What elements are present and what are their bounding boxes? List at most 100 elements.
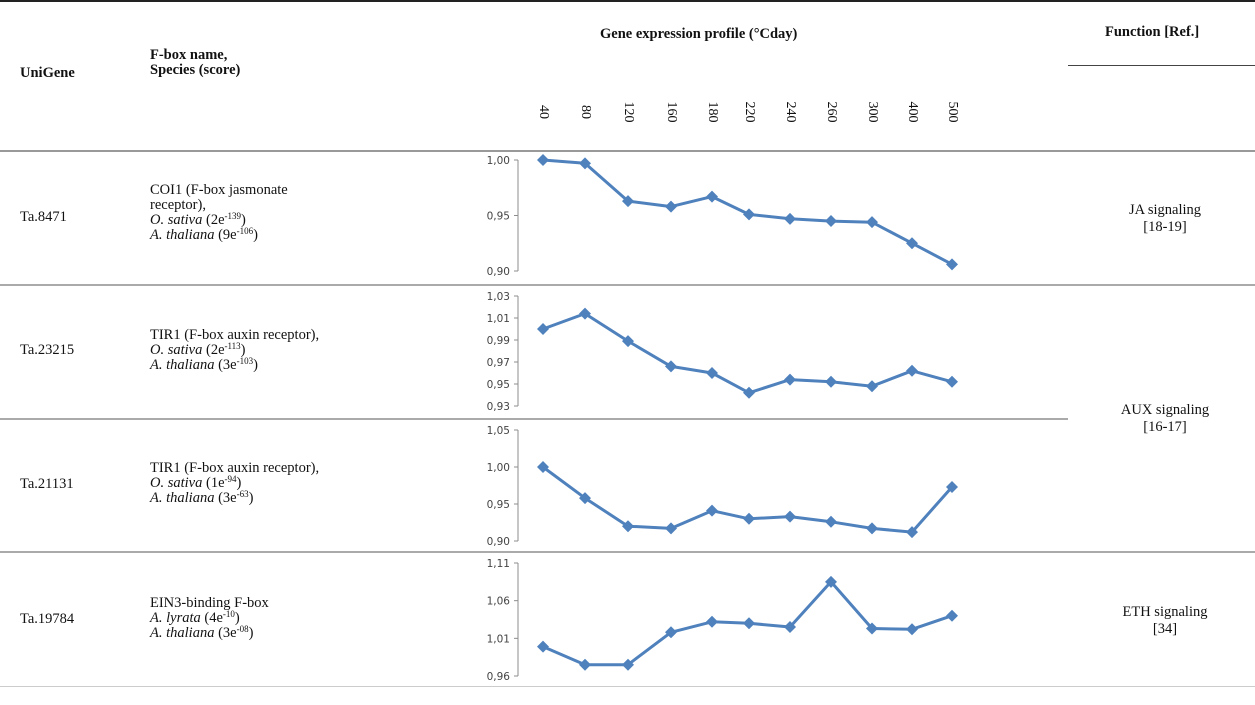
data-point: [866, 216, 878, 229]
y-tick-label: 0,95: [487, 499, 510, 511]
y-tick-label: 1,11: [487, 558, 510, 570]
data-point: [665, 360, 677, 373]
row2-rule: [0, 418, 1068, 420]
unigene-id: Ta.21131: [20, 476, 74, 492]
data-point: [537, 640, 549, 653]
function-label: ETH signaling: [1122, 604, 1208, 620]
y-tick-label: 0,99: [487, 335, 510, 347]
function-ref: [34]: [1152, 621, 1178, 637]
unigene-id: Ta.23215: [20, 342, 75, 358]
data-point: [946, 258, 958, 271]
data-point: [866, 522, 878, 535]
header-rule: [0, 150, 1255, 152]
data-point: [946, 480, 958, 493]
y-tick-label: 1,01: [487, 633, 510, 645]
species-score: A. thaliana (3e-63): [150, 489, 254, 506]
profile-header: Gene expression profile (°Cday): [600, 26, 798, 42]
data-point: [866, 380, 878, 393]
data-point: [622, 520, 634, 533]
data-point: [906, 364, 918, 377]
data-point: [743, 386, 755, 399]
data-point: [537, 461, 549, 473]
data-point: [946, 375, 958, 388]
fbox-name: COI1 (F-box jasmonate: [150, 182, 288, 198]
y-tick-label: 0,97: [487, 357, 510, 369]
row1-rule: [0, 284, 1255, 286]
data-point: [784, 373, 796, 386]
data-point: [784, 510, 796, 523]
unigene-header: UniGene: [20, 65, 75, 81]
data-point: [706, 367, 718, 379]
data-point: [743, 208, 755, 221]
data-point: [665, 626, 677, 639]
data-point: [579, 658, 591, 671]
data-point: [537, 154, 549, 166]
function-label: AUX signaling: [1120, 402, 1210, 418]
y-tick-label: 0,96: [487, 671, 511, 683]
species-score: A. thaliana (9e-106): [150, 226, 258, 243]
function-label: JA signaling: [1128, 202, 1202, 218]
data-point: [579, 492, 591, 505]
data-point: [825, 215, 837, 228]
species-score: A. thaliana (3e-103): [150, 356, 258, 373]
data-point: [906, 623, 918, 636]
fbox-header-line2: Species (score): [150, 62, 241, 78]
y-tick-label: 1,03: [487, 291, 510, 303]
y-tick-label: 1,01: [487, 313, 510, 325]
row3-rule: [0, 551, 1255, 553]
function-aux: AUX signaling [16-17]: [1075, 402, 1255, 436]
y-tick-label: 0,90: [487, 536, 510, 548]
function-ref: [18-19]: [1143, 219, 1187, 235]
species-score: A. thaliana (3e-08): [150, 624, 254, 641]
y-tick-label: 1,00: [487, 462, 510, 474]
species-score: O. sativa (1e-94): [150, 474, 242, 491]
data-point: [665, 522, 677, 535]
species-score: A. lyrata (4e-10): [150, 609, 240, 626]
species-score: O. sativa (2e-139): [150, 211, 246, 228]
data-point: [706, 504, 718, 517]
fbox-name: EIN3-binding F-box: [150, 595, 269, 611]
y-tick-label: 0,90: [487, 266, 510, 278]
data-point: [537, 323, 549, 335]
y-tick-label: 0,95: [487, 379, 510, 391]
data-point: [906, 237, 918, 250]
data-point: [743, 512, 755, 525]
data-point: [784, 621, 796, 634]
fbox-name: TIR1 (F-box auxin receptor),: [150, 327, 320, 343]
fbox-name: TIR1 (F-box auxin receptor),: [150, 460, 320, 476]
fbox-description: TIR1 (F-box auxin receptor), O. sativa (…: [150, 461, 319, 506]
y-tick-label: 1,05: [487, 425, 510, 437]
data-point: [946, 609, 958, 622]
series-line: [542, 312, 953, 395]
function-eth: ETH signaling [34]: [1075, 604, 1255, 638]
data-point: [743, 617, 755, 630]
y-tick-label: 0,93: [487, 401, 510, 413]
data-point: [622, 195, 634, 208]
function-ref: [16-17]: [1143, 419, 1187, 435]
data-point: [825, 375, 837, 388]
data-point: [579, 157, 591, 170]
unigene-id: Ta.19784: [20, 611, 75, 627]
data-point: [579, 307, 591, 320]
data-point: [866, 622, 878, 635]
data-point: [622, 658, 634, 671]
top-rule: [0, 0, 1255, 2]
function-header-rule: [1068, 65, 1255, 66]
data-point: [706, 190, 718, 203]
unigene-id: Ta.8471: [20, 209, 67, 225]
data-point: [622, 335, 634, 348]
function-header: Function [Ref.]: [1105, 24, 1200, 40]
species-score: O. sativa (2e-113): [150, 341, 246, 358]
data-point: [825, 575, 837, 588]
fbox-header-line1: F-box name,: [150, 47, 228, 63]
fbox-name-cont: receptor),: [150, 197, 206, 213]
data-point: [825, 515, 837, 528]
data-point: [706, 615, 718, 628]
bottom-rule: [0, 686, 1255, 687]
fbox-description: COI1 (F-box jasmonate receptor), O. sati…: [150, 183, 288, 243]
fbox-description: TIR1 (F-box auxin receptor), O. sativa (…: [150, 328, 319, 373]
data-point: [665, 200, 677, 213]
y-tick-label: 1,00: [487, 155, 510, 167]
y-tick-label: 0,95: [487, 211, 510, 223]
